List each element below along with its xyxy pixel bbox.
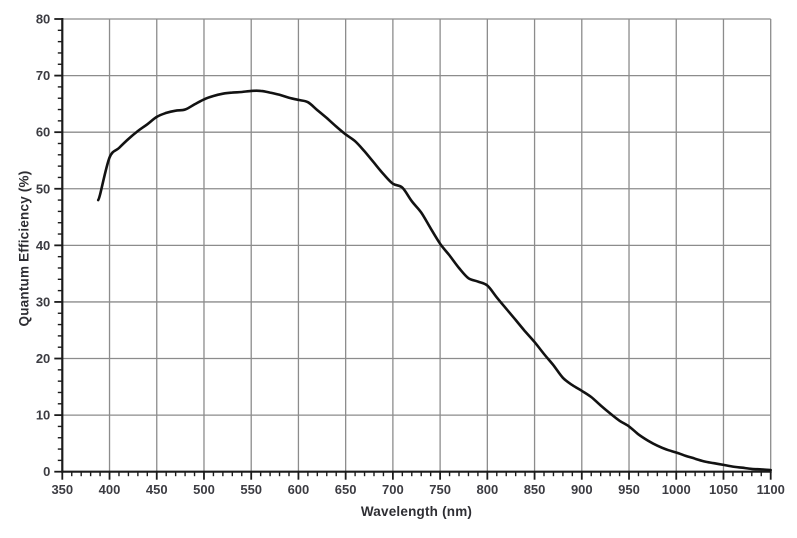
x-tick-label: 950 — [618, 482, 640, 497]
x-tick-label: 400 — [99, 482, 121, 497]
x-tick-label: 500 — [193, 482, 215, 497]
y-tick-label: 50 — [36, 181, 50, 196]
y-tick-label: 60 — [36, 125, 50, 140]
x-tick-label: 600 — [288, 482, 310, 497]
x-tick-label: 750 — [429, 482, 451, 497]
y-tick-label: 30 — [36, 294, 50, 309]
x-tick-label: 450 — [146, 482, 168, 497]
y-tick-label: 0 — [43, 464, 50, 479]
y-tick-label: 40 — [36, 238, 50, 253]
x-tick-label: 550 — [240, 482, 262, 497]
x-tick-label: 800 — [476, 482, 498, 497]
x-tick-label: 1050 — [709, 482, 738, 497]
y-tick-label: 80 — [36, 12, 50, 27]
x-tick-label: 350 — [51, 482, 73, 497]
quantum-efficiency-curve — [96, 89, 772, 472]
x-axis-title: Wavelength (nm) — [360, 504, 473, 519]
y-tick-label: 20 — [36, 351, 50, 366]
x-tick-label: 1100 — [757, 482, 785, 497]
x-tick-label: 700 — [382, 482, 404, 497]
x-tick-label: 1000 — [662, 482, 691, 497]
x-tick-label: 900 — [571, 482, 593, 497]
x-tick-label: 650 — [335, 482, 357, 497]
x-tick-label: 850 — [524, 482, 546, 497]
y-tick-label: 10 — [36, 408, 50, 423]
y-axis-title: Quantum Efficiency (%) — [16, 170, 32, 327]
y-tick-label: 70 — [36, 68, 50, 83]
